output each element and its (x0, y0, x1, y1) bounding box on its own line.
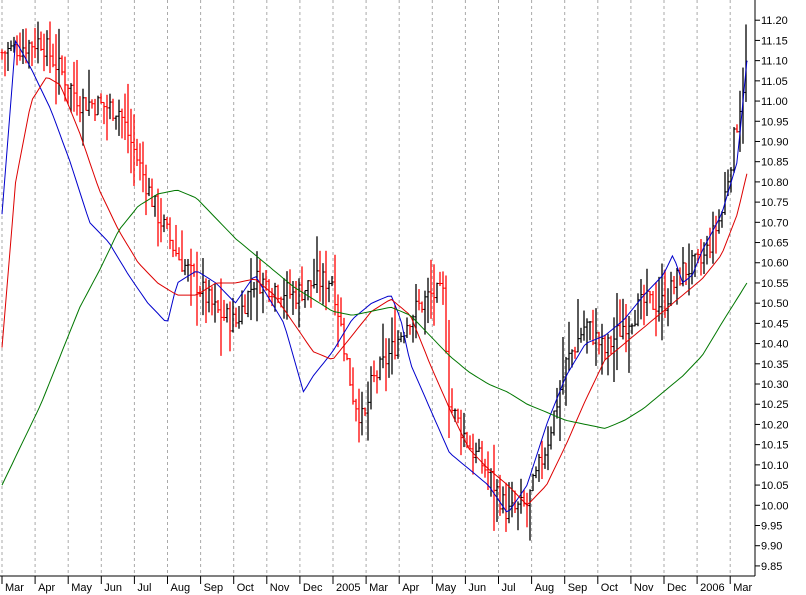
y-tick-label: 11.20 (761, 15, 788, 27)
moving-average-line (1, 77, 748, 506)
x-tick-label: May (435, 582, 456, 594)
y-tick-label: 10.15 (761, 440, 789, 452)
x-tick-label: Apr (402, 582, 419, 594)
y-tick-label: 10.80 (761, 177, 789, 189)
x-tick-label: Sep (204, 582, 224, 594)
x-tick-label: May (71, 582, 92, 594)
x-tick-label: Mar (5, 582, 24, 594)
x-tick-label: 2005 (336, 582, 360, 594)
y-tick-label: 10.85 (761, 157, 789, 169)
y-tick-label: 11.00 (761, 96, 788, 108)
x-tick-label: 2006 (700, 582, 724, 594)
x-tick-label: Jul (137, 582, 151, 594)
x-tick-label: Oct (237, 582, 254, 594)
moving-average-line (1, 189, 748, 486)
y-tick-label: 10.20 (761, 419, 789, 431)
y-tick-label: 9.90 (761, 541, 782, 553)
y-tick-label: 10.55 (761, 278, 789, 290)
moving-average-line (1, 39, 748, 513)
y-tick-label: 10.95 (761, 116, 789, 128)
y-tick-label: 10.30 (761, 379, 789, 391)
x-tick-label: Dec (303, 582, 323, 594)
x-tick-label: Jul (502, 582, 516, 594)
y-tick-label: 10.35 (761, 359, 789, 371)
y-tick-label: 10.65 (761, 238, 789, 250)
x-axis: Mar Apr May Jun Jul Aug Sep Oct Nov Dec 2005 Mar Apr… (0, 575, 755, 594)
x-tick-label: Oct (601, 582, 618, 594)
x-tick-label: Dec (667, 582, 687, 594)
y-tick-label: 10.75 (761, 197, 789, 209)
y-tick-label: 11.05 (761, 76, 788, 88)
y-tick-label: 10.45 (761, 318, 789, 330)
y-tick-label: 9.95 (761, 520, 782, 532)
price-bars (0, 21, 748, 541)
y-tick-label: 10.90 (761, 136, 789, 148)
y-tick-label: 9.85 (761, 561, 782, 573)
y-tick-label: 10.25 (761, 399, 789, 411)
y-tick-label: 10.10 (761, 460, 789, 472)
x-tick-label: Nov (270, 582, 290, 594)
x-tick-label: Mar (733, 582, 752, 594)
y-tick-label: 10.00 (761, 500, 789, 512)
y-tick-label: 10.05 (761, 480, 789, 492)
y-tick-label: 11.15 (761, 35, 788, 47)
x-tick-label: Apr (38, 582, 55, 594)
x-tick-label: Sep (568, 582, 588, 594)
y-axis: 11.20 11.15 11.10 11.05 11.00 10.95 10.90 10.85… (754, 0, 789, 576)
moving-average-lines (1, 39, 748, 513)
vertical-gridlines (1, 0, 731, 576)
x-tick-label: Nov (634, 582, 654, 594)
y-tick-label: 10.50 (761, 298, 789, 310)
y-tick-label: 10.60 (761, 258, 789, 270)
x-tick-label: Jun (104, 582, 122, 594)
x-tick-label: Jun (468, 582, 486, 594)
x-tick-label: Aug (171, 582, 191, 594)
x-tick-label: Mar (369, 582, 388, 594)
x-tick-label: Aug (535, 582, 555, 594)
y-tick-label: 10.70 (761, 217, 789, 229)
y-tick-label: 11.10 (761, 56, 788, 68)
y-tick-label: 10.40 (761, 339, 789, 351)
